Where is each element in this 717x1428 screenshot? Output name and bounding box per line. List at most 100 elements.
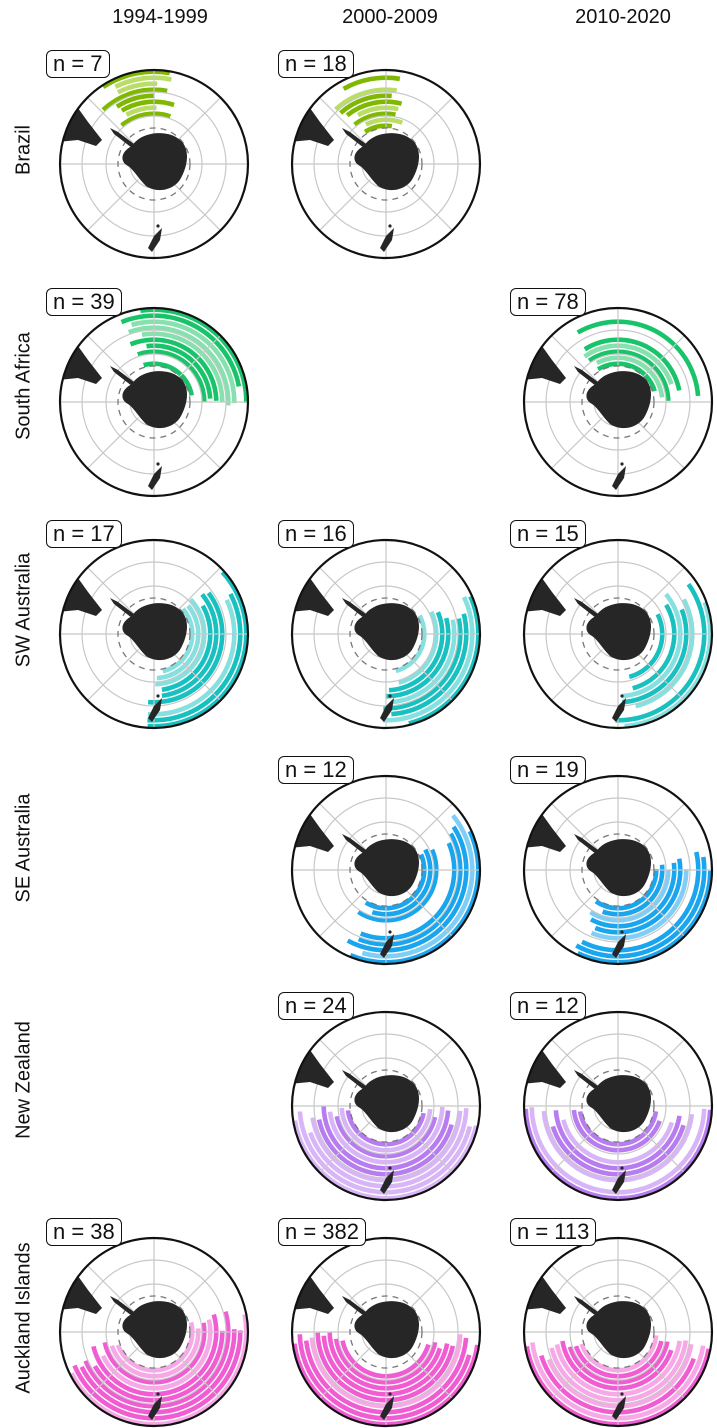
map-panel: n = 39 (46, 284, 250, 498)
sample-size-label: n = 12 (278, 756, 354, 784)
tracking-density (615, 582, 712, 728)
island (620, 462, 624, 466)
antarctic-peninsula (110, 1296, 134, 1316)
antarctica (586, 371, 651, 429)
polar-map (290, 1010, 482, 1202)
africa (208, 540, 248, 564)
africa (440, 1012, 480, 1036)
island (388, 694, 392, 698)
map-panel: n = 18 (278, 46, 482, 260)
antarctica (122, 133, 187, 191)
map-panel: n = 12 (278, 752, 482, 966)
antarctic-peninsula (342, 128, 366, 148)
polar-map (290, 538, 482, 730)
row-label-new-zealand: New Zealand (12, 1021, 35, 1139)
map-boundary (522, 1010, 714, 1202)
new-zealand (380, 228, 394, 252)
polar-map (58, 1236, 250, 1428)
island (620, 1166, 624, 1170)
polar-map (290, 68, 482, 260)
dashed-ring (117, 1295, 191, 1369)
new-zealand (612, 698, 626, 722)
dashed-ring (117, 597, 191, 671)
antarctica (122, 603, 187, 661)
dashed-ring (349, 597, 423, 671)
polar-map (58, 306, 250, 498)
map-panel: n = 38 (46, 1214, 250, 1428)
map-boundary (290, 68, 482, 260)
map-boundary (522, 306, 714, 498)
graticule (524, 540, 712, 728)
map-boundary (522, 774, 714, 966)
map-panel: n = 12 (510, 988, 714, 1202)
polar-map (522, 1010, 714, 1202)
new-zealand (612, 466, 626, 490)
island (156, 1392, 160, 1396)
island (388, 1166, 392, 1170)
africa (208, 70, 248, 94)
map-boundary (290, 774, 482, 966)
africa (440, 70, 480, 94)
graticule (292, 70, 480, 258)
new-zealand (148, 1396, 162, 1420)
map-panel: n = 113 (510, 1214, 714, 1428)
africa (440, 1238, 480, 1262)
africa (672, 776, 712, 800)
map-boundary (58, 306, 250, 498)
polar-map (522, 1236, 714, 1428)
antarctic-peninsula (342, 1070, 366, 1090)
antarctica (354, 839, 419, 897)
map-panel: n = 19 (510, 752, 714, 966)
dashed-ring (117, 365, 191, 439)
polar-map (290, 774, 482, 966)
polar-map (522, 538, 714, 730)
map-boundary (522, 538, 714, 730)
new-zealand (612, 1170, 626, 1194)
island (156, 694, 160, 698)
antarctica (122, 1301, 187, 1359)
antarctic-peninsula (342, 598, 366, 618)
dashed-ring (581, 365, 655, 439)
new-zealand (612, 1396, 626, 1420)
sample-size-label: n = 382 (278, 1218, 367, 1246)
new-zealand (380, 1396, 394, 1420)
antarctica (354, 1301, 419, 1359)
graticule (524, 776, 712, 964)
dashed-ring (349, 1295, 423, 1369)
antarctic-peninsula (574, 598, 598, 618)
row-label-auckland-islands: Auckland Islands (12, 1242, 35, 1394)
antarctica (586, 1075, 651, 1133)
row-label-brazil: Brazil (12, 124, 35, 176)
new-zealand (380, 934, 394, 958)
new-zealand (612, 934, 626, 958)
sample-size-label: n = 15 (510, 520, 586, 548)
antarctic-peninsula (110, 366, 134, 386)
graticule (60, 1238, 248, 1426)
africa (672, 308, 712, 332)
row-label-se-australia: SE Australia (12, 793, 35, 903)
polar-map (58, 68, 250, 260)
tracking-density (524, 1107, 712, 1200)
map-boundary (58, 68, 250, 260)
tracking-density (147, 570, 248, 728)
island (388, 224, 392, 228)
island (388, 930, 392, 934)
map-panel: n = 78 (510, 284, 714, 498)
antarctic-peninsula (342, 834, 366, 854)
dashed-ring (581, 1069, 655, 1143)
polar-map (522, 774, 714, 966)
sample-size-label: n = 19 (510, 756, 586, 784)
antarctic-peninsula (574, 366, 598, 386)
antarctica (586, 839, 651, 897)
dashed-ring (349, 127, 423, 201)
map-panel: n = 17 (46, 516, 250, 730)
antarctic-peninsula (110, 128, 134, 148)
new-zealand (380, 1170, 394, 1194)
africa (440, 540, 480, 564)
africa (672, 540, 712, 564)
map-panel: n = 382 (278, 1214, 482, 1428)
new-zealand (148, 228, 162, 252)
tracking-density (576, 319, 701, 401)
polar-map (290, 1236, 482, 1428)
map-boundary (290, 1010, 482, 1202)
